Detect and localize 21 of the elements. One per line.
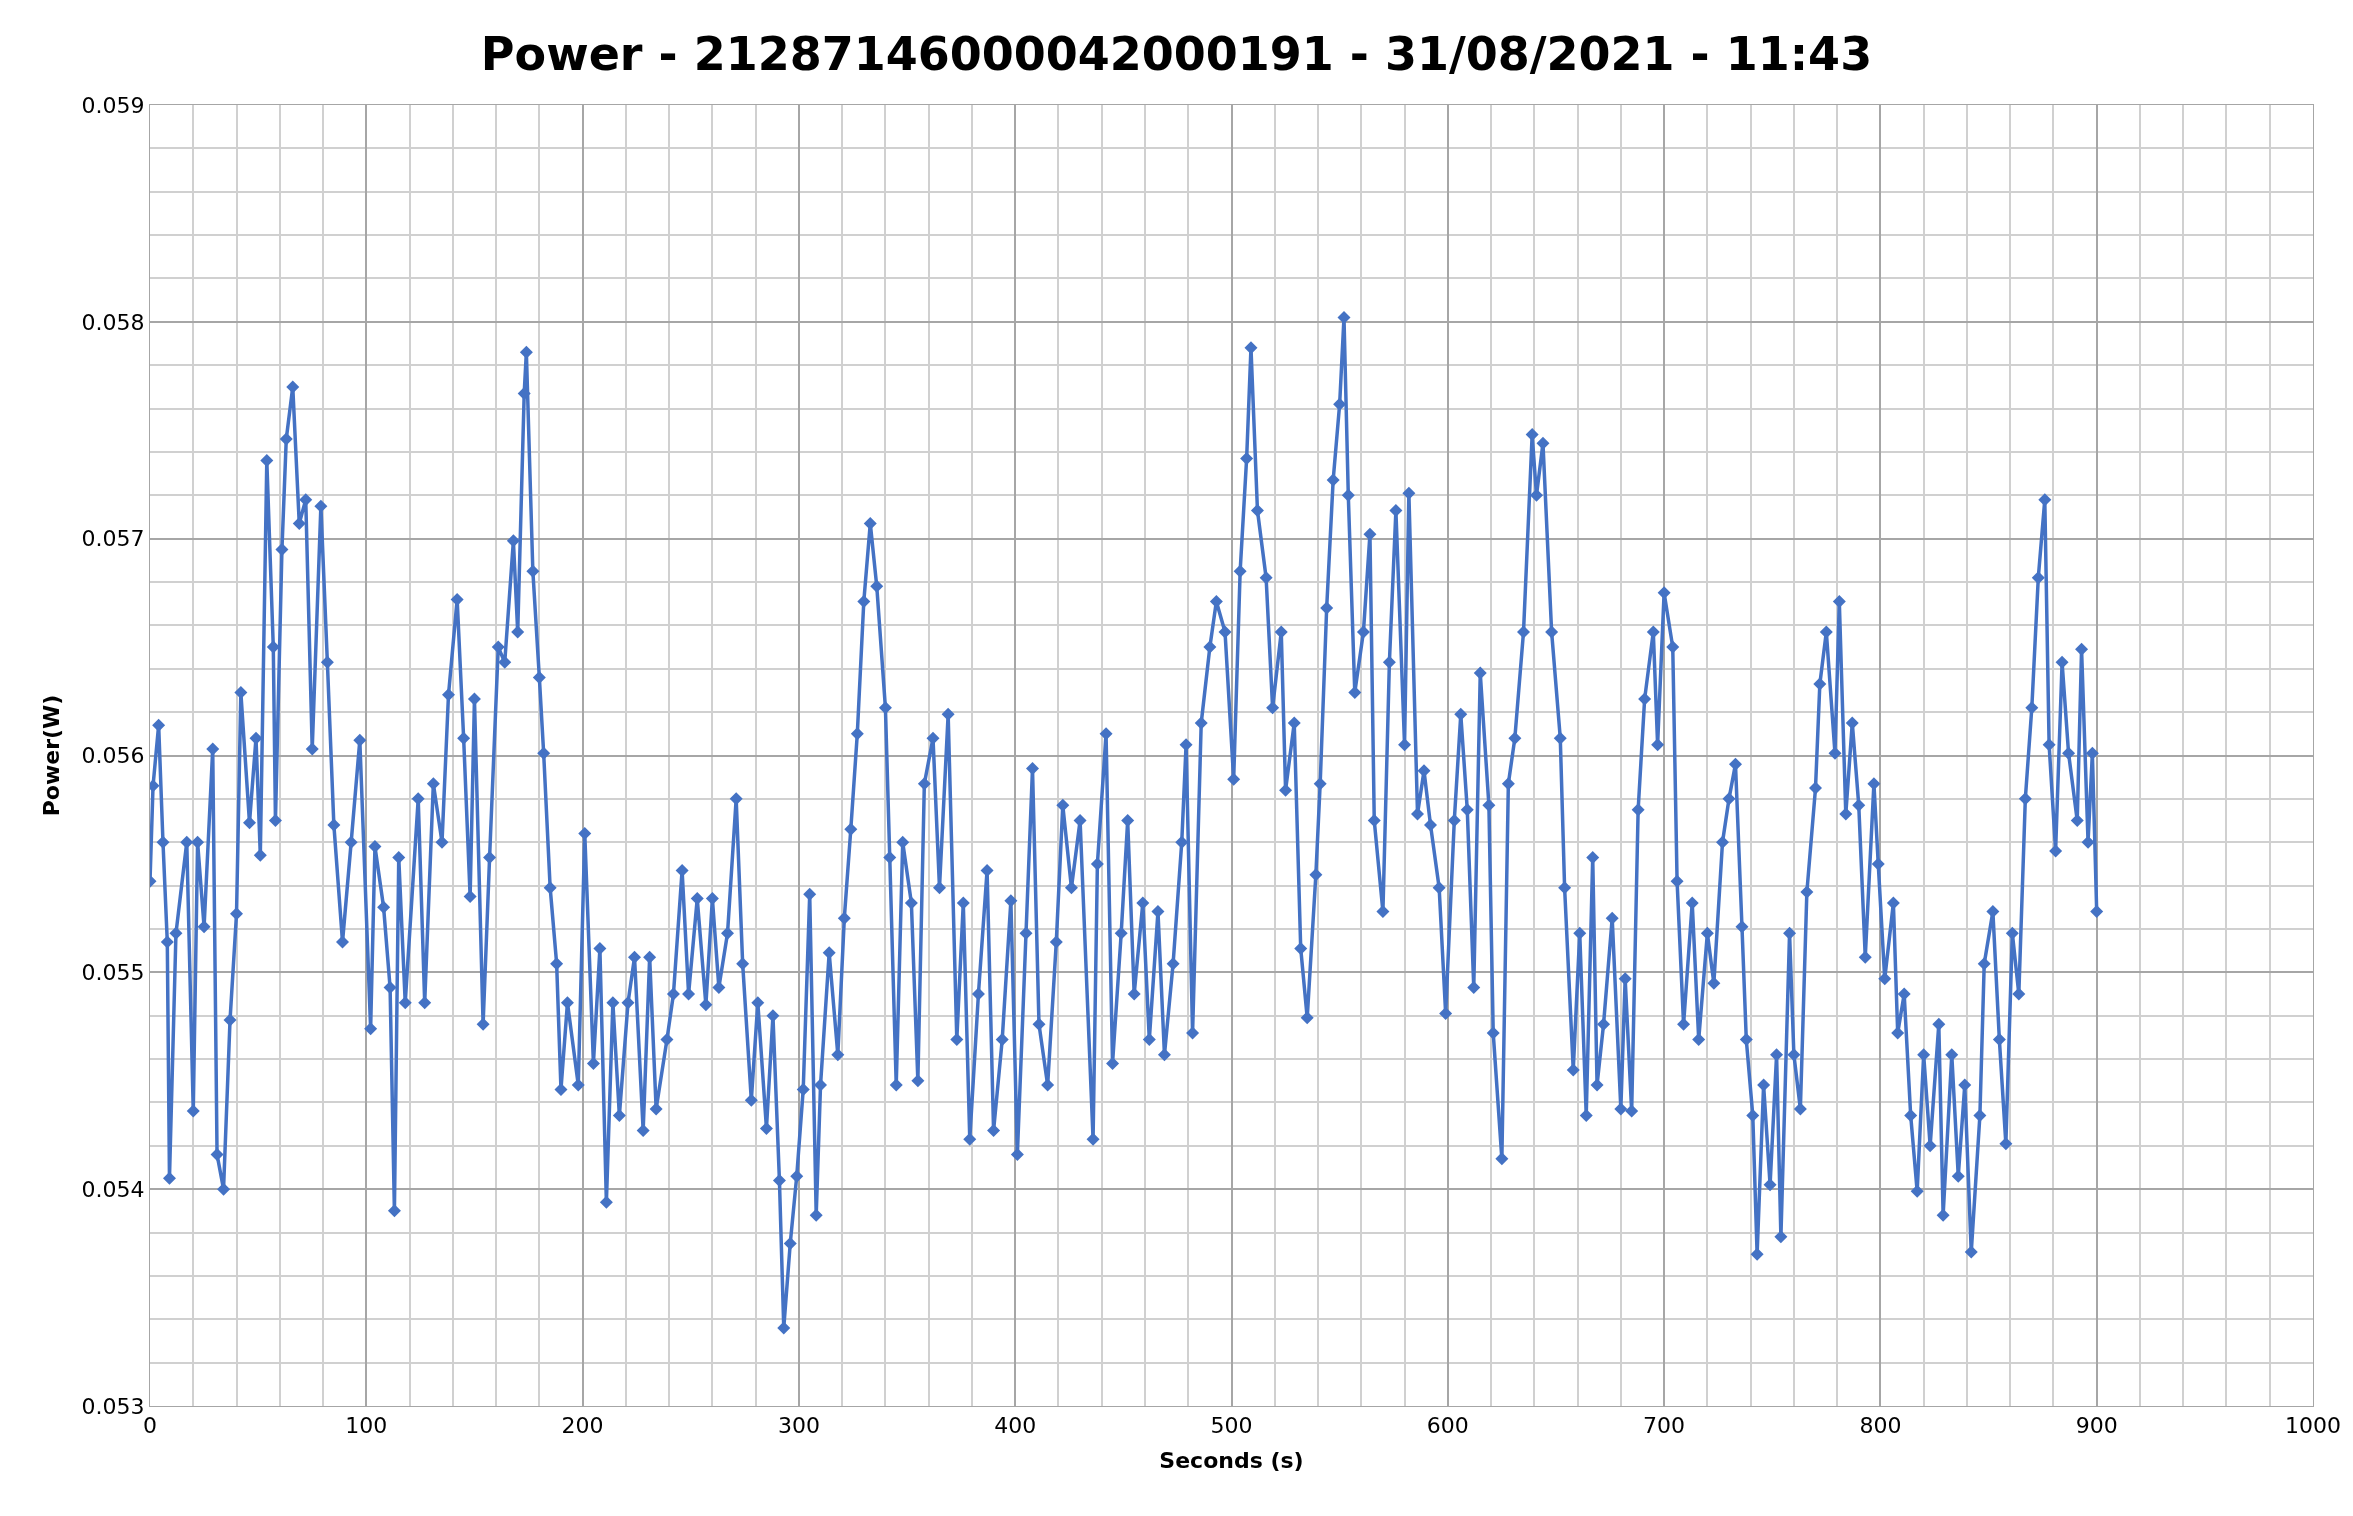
x-tick-label: 1000 — [2285, 1413, 2341, 1439]
x-tick-label: 300 — [777, 1413, 820, 1439]
x-tick-label: 500 — [1210, 1413, 1253, 1439]
x-tick-label: 100 — [345, 1413, 388, 1439]
y-tick-label: 0.059 — [81, 92, 145, 118]
x-tick-label: 900 — [2075, 1413, 2118, 1439]
x-axis-title: Seconds (s) — [1159, 1448, 1304, 1474]
chart-title: Power - 21287146000042000191 - 31/08/2021 - 11:43 — [480, 27, 1873, 82]
x-tick-label: 700 — [1643, 1413, 1686, 1439]
x-tick-label: 800 — [1859, 1413, 1902, 1439]
y-tick-label: 0.058 — [81, 309, 145, 335]
y-tick-label: 0.057 — [81, 526, 145, 552]
y-tick-label: 0.056 — [81, 743, 145, 769]
x-tick-label: 200 — [561, 1413, 604, 1439]
y-tick-label: 0.053 — [81, 1393, 145, 1419]
y-tick-label: 0.054 — [81, 1176, 145, 1202]
x-tick-label: 600 — [1426, 1413, 1469, 1439]
y-axis-title: Power(W) — [39, 694, 65, 817]
x-tick-label: 0 — [143, 1413, 157, 1439]
x-tick-label: 400 — [994, 1413, 1037, 1439]
y-tick-label: 0.055 — [81, 960, 145, 986]
